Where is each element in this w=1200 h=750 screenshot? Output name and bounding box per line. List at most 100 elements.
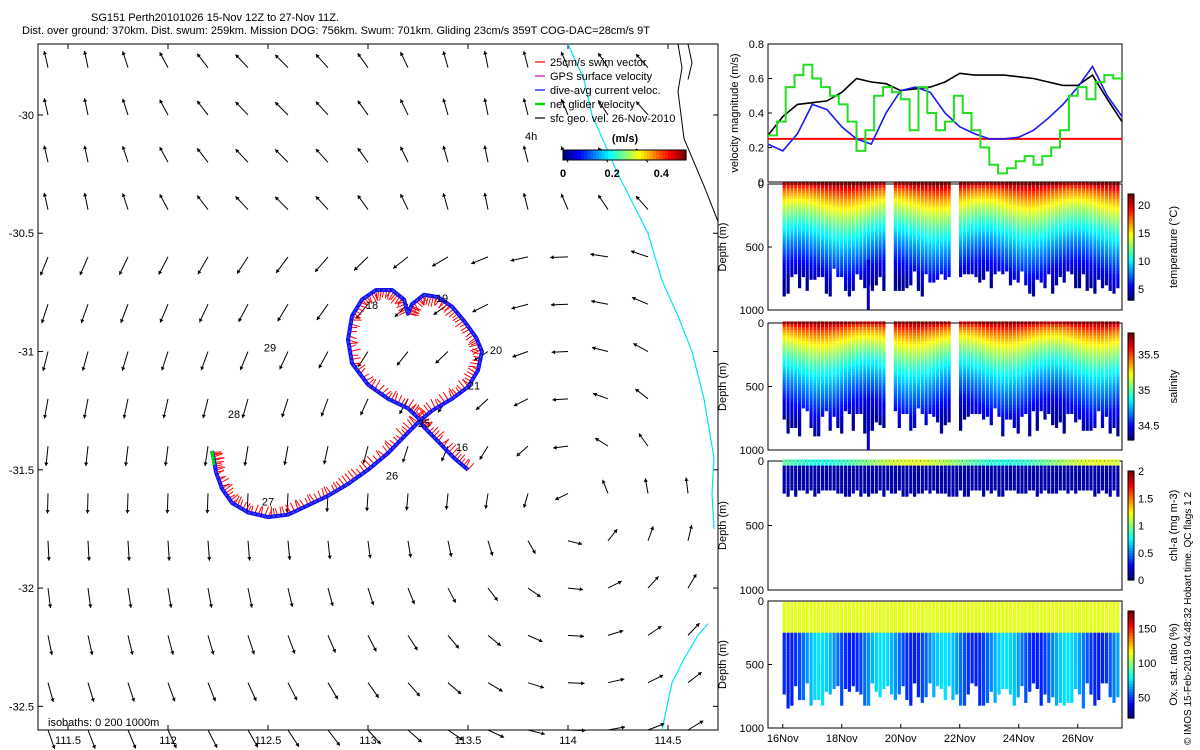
salinity-sample [836, 360, 840, 364]
temperature-sample [828, 271, 832, 275]
temperature-sample [932, 215, 936, 219]
colorbar-step [596, 150, 600, 160]
temperature-sample [1024, 273, 1028, 278]
temperature-sample [786, 235, 790, 239]
salinity-sample [874, 419, 878, 423]
salinity-sample [794, 368, 798, 373]
colorbar-tick-label: 0.2 [605, 168, 620, 180]
coastline [567, 43, 715, 529]
temperature-sample [859, 246, 863, 250]
temperature-sample [809, 246, 813, 250]
temperature-sample [993, 182, 997, 186]
day-label: 28 [228, 409, 240, 421]
temperature-sample [943, 232, 947, 236]
temperature-sample [1116, 187, 1120, 192]
temperature-sample [790, 182, 794, 186]
temperature-sample [1085, 226, 1089, 230]
temperature-sample [1054, 218, 1059, 222]
temperature-sample [916, 215, 920, 219]
temperature-sample [1077, 199, 1082, 203]
temperature-sample [1024, 226, 1028, 230]
temperature-sample [1116, 285, 1120, 289]
current-vector-head [455, 644, 459, 649]
salinity-sample [844, 366, 848, 370]
colorbar-step [1128, 297, 1134, 301]
temperature-sample [1020, 190, 1024, 194]
temperature-sample [905, 251, 909, 255]
salinity-sample [840, 408, 844, 412]
temperature-sample [1005, 185, 1009, 189]
temperature-sample [920, 215, 924, 219]
temperature-sample [1005, 182, 1009, 186]
temperature-sample [1112, 262, 1116, 266]
salinity-sample [824, 405, 828, 409]
temperature-sample [985, 229, 990, 233]
current-vector-head [42, 51, 47, 55]
salinity-sample [798, 385, 802, 389]
temperature-sample [801, 226, 805, 230]
temperature-sample [1066, 221, 1070, 225]
current-vector-head [581, 728, 586, 733]
temperature-sample [982, 185, 986, 189]
temperature-sample [847, 248, 851, 253]
salinity-sample [817, 349, 821, 353]
temperature-sample [859, 185, 863, 189]
temperature-sample [801, 229, 805, 233]
salinity-sample [790, 343, 794, 347]
temperature-sample [939, 243, 944, 247]
temperature-sample [1085, 201, 1089, 205]
salinity-sample [790, 341, 794, 345]
temperature-sample [813, 232, 817, 236]
temperature-sample [1116, 210, 1120, 214]
temperature-sample [821, 185, 825, 189]
temperature-sample [1039, 254, 1043, 258]
speed-colorbar: (m/s)0 0.2 0.4 [560, 133, 687, 180]
temperature-sample [1112, 204, 1116, 208]
temperature-sample [798, 187, 802, 192]
temperature-sample [1116, 260, 1120, 264]
temperature-sample [844, 201, 848, 205]
temperature-sample [936, 207, 940, 211]
velocity-ytick-label: 0.4 [749, 108, 764, 120]
salinity-sample [801, 388, 805, 392]
salinity-sample [790, 377, 794, 381]
temperature-sample [851, 187, 855, 192]
temperature-sample [1005, 232, 1009, 236]
temperature-sample [1035, 193, 1039, 197]
salinity-sample [798, 343, 802, 347]
temperature-sample [1077, 193, 1082, 197]
temperature-sample [824, 235, 828, 239]
temperature-sample [870, 237, 874, 241]
temperature-sample [997, 190, 1001, 194]
temperature-sample [790, 273, 794, 278]
salinity-sample [798, 433, 802, 437]
salinity-sample [878, 371, 882, 375]
salinity-sample [809, 396, 813, 400]
temperature-sample [786, 290, 790, 294]
temperature-sample [824, 232, 828, 236]
temperature-sample [932, 229, 936, 233]
salinity-sample [882, 329, 886, 333]
temperature-sample [1108, 235, 1112, 239]
temperature-sample [813, 210, 817, 214]
temperature-sample [840, 218, 844, 222]
temperature-sample [905, 268, 909, 272]
salinity-sample [782, 402, 786, 406]
temperature-sample [809, 224, 813, 228]
salinity-sample [821, 343, 825, 347]
temperature-sample [828, 218, 832, 222]
temperature-sample [813, 212, 817, 217]
temperature-sample [1116, 265, 1120, 269]
temperature-sample [1085, 276, 1089, 280]
temperature-sample [993, 187, 997, 192]
temperature-sample [970, 262, 974, 266]
temperature-sample [1116, 190, 1120, 194]
temperature-sample [1108, 240, 1112, 244]
temperature-sample [1100, 273, 1105, 278]
salinity-sample [794, 388, 798, 392]
temperature-sample [794, 215, 798, 219]
temperature-sample [1100, 240, 1105, 244]
temperature-sample [928, 204, 932, 208]
temperature-sample [1008, 226, 1013, 230]
temperature-sample [978, 207, 982, 211]
